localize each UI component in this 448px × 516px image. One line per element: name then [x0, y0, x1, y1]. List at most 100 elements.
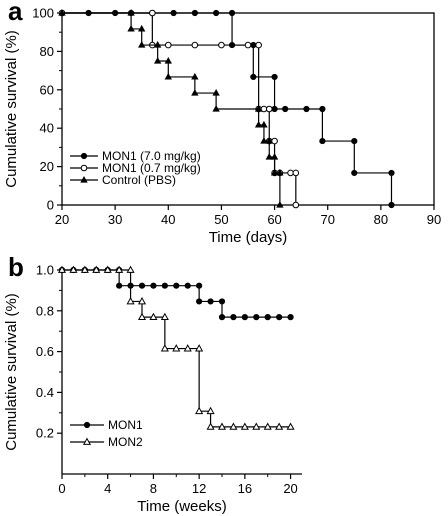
x-tick-label: 20 — [283, 481, 297, 496]
series-2-point — [240, 422, 249, 430]
series-2-point — [275, 422, 284, 430]
series-1-point — [207, 298, 214, 305]
series-2-point — [206, 422, 215, 430]
series-2-point — [164, 41, 172, 49]
series-2-point — [229, 422, 238, 430]
series-2-point — [252, 422, 261, 430]
y-tick-label: 0.8 — [36, 303, 54, 318]
series-1-point — [271, 73, 278, 81]
series-2-point — [80, 265, 89, 273]
series-3-point — [276, 168, 284, 176]
series-2-point — [92, 265, 101, 273]
series-1-point — [241, 314, 248, 321]
series-1-point — [184, 282, 191, 289]
series-2-point — [191, 41, 199, 49]
panel-letter-a: a — [8, 0, 23, 26]
series-3-point — [138, 41, 146, 48]
legend-label: MON1 (7.0 mg/kg) — [102, 149, 201, 163]
series-1-point — [319, 105, 326, 113]
series-3 — [58, 8, 284, 208]
y-tick-label: 60 — [40, 82, 54, 97]
x-tick-label: 20 — [55, 212, 69, 227]
series-3-point — [270, 152, 279, 160]
x-tick-label: 90 — [427, 212, 441, 227]
series-2-point — [160, 344, 169, 352]
series-1-point — [253, 314, 260, 321]
series-1-point — [138, 282, 146, 289]
series-1-point — [282, 105, 289, 113]
series-2-point — [265, 105, 273, 113]
series-3-point — [58, 8, 66, 16]
series-3-point — [191, 89, 199, 96]
y-tick-label: 80 — [40, 44, 54, 59]
y-tick-label: 1.0 — [36, 263, 54, 278]
series-3-point — [260, 137, 268, 144]
x-tick-label: 0 — [58, 481, 65, 496]
series-2-point — [271, 137, 278, 145]
series-2-point — [260, 105, 268, 113]
series-3-point — [127, 8, 135, 16]
series-1 — [58, 266, 294, 321]
series-1-point — [170, 9, 177, 17]
x-tick-label: 30 — [108, 212, 122, 227]
series-2-point — [137, 312, 147, 321]
series-2-point — [263, 422, 272, 430]
series-1-point — [388, 201, 395, 209]
x-tick-label: 50 — [214, 212, 228, 227]
legend-label: MON1 — [108, 418, 143, 432]
series-3-point — [265, 152, 273, 160]
y-axis-title: Cumulative survival (%) — [3, 293, 20, 451]
series-2-point — [69, 265, 78, 273]
series-2-point — [218, 41, 225, 49]
series-3-point — [164, 72, 172, 80]
series-2-point — [103, 265, 112, 273]
series-3-point — [212, 104, 220, 112]
series-2-point — [195, 406, 204, 415]
legend-label: Control (PBS) — [102, 173, 176, 187]
series-1-point — [196, 298, 203, 305]
legend-marker — [80, 152, 88, 160]
series-1-point — [271, 105, 278, 113]
series-2-point — [57, 265, 67, 273]
x-axis-title: Time (weeks) — [137, 498, 226, 515]
series-2-point — [137, 296, 147, 305]
series-1-point — [196, 282, 203, 289]
series-2 — [58, 9, 300, 209]
series-1-point — [303, 105, 310, 113]
series-3-point — [127, 24, 135, 32]
x-tick-label: 16 — [238, 481, 252, 496]
y-tick-label: 100 — [32, 6, 54, 21]
series-2-point — [115, 265, 124, 273]
legend-label: MON1 (0.7 mg/kg) — [102, 161, 201, 175]
series-3-point — [254, 120, 263, 128]
series-1-point — [213, 9, 220, 17]
series-3-point — [254, 104, 263, 112]
series-1-point — [228, 9, 236, 17]
series-2-point — [126, 296, 135, 305]
series-3-point — [265, 137, 273, 144]
series-1-line — [62, 269, 291, 318]
series-3-point — [276, 200, 284, 208]
chart-panel-b: 0 4 8 12 16 20 0.2 0.4 0.6 0.8 1.0 Time (weeks) Cumu… — [3, 263, 302, 515]
series-3-point — [191, 72, 199, 80]
x-tick-label: 60 — [267, 212, 281, 227]
series-2-point — [206, 406, 215, 415]
series-2-point — [183, 344, 192, 352]
series-3-point — [138, 24, 146, 32]
series-2-point — [286, 422, 295, 430]
series-1-point — [351, 169, 358, 177]
x-tick-label: 8 — [150, 481, 157, 496]
series-1-point — [161, 282, 168, 289]
series-1-point — [230, 314, 237, 321]
x-tick-label: 12 — [192, 481, 206, 496]
legend-marker — [80, 175, 88, 183]
x-tick-label: 70 — [320, 212, 334, 227]
series-2-point — [244, 41, 252, 49]
series-3-point — [212, 89, 220, 96]
series-2-point — [195, 344, 204, 352]
series-1-point — [351, 137, 358, 145]
y-tick-label: 0.6 — [36, 344, 54, 359]
series-1-point — [250, 73, 257, 81]
